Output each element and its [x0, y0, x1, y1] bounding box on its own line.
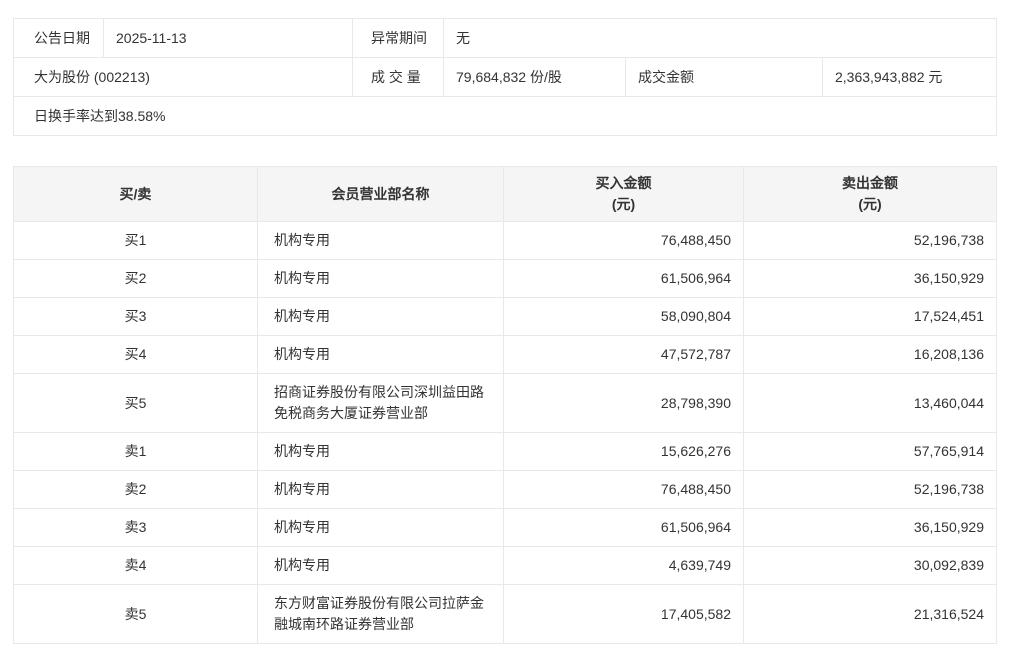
col-header-side-label: 买/卖: [119, 185, 152, 202]
side-cell: 卖2: [13, 470, 258, 509]
volume-label: 成 交 量: [352, 57, 444, 97]
announce-date-label: 公告日期: [13, 18, 104, 58]
side-cell: 买1: [13, 221, 258, 260]
side-cell: 卖4: [13, 546, 258, 585]
info-row-date: 公告日期 2025-11-13 异常期间 无: [13, 18, 997, 58]
buy-amount-cell: 61,506,964: [503, 508, 744, 547]
abnormal-period-label: 异常期间: [352, 18, 444, 58]
buy-amount-cell: 61,506,964: [503, 259, 744, 298]
announce-date-value: 2025-11-13: [103, 18, 353, 58]
table-row: 买4 机构专用 47,572,787 16,208,136: [13, 335, 997, 374]
buy-amount-cell: 76,488,450: [503, 221, 744, 260]
table-row: 卖4 机构专用 4,639,749 30,092,839: [13, 546, 997, 585]
col-header-sell-unit: (元): [858, 196, 882, 212]
sell-amount-cell: 21,316,524: [743, 584, 997, 644]
buy-amount-cell: 47,572,787: [503, 335, 744, 374]
stock-info-table: 公告日期 2025-11-13 异常期间 无 大为股份 (002213) 成 交…: [13, 18, 997, 136]
branch-cell: 招商证券股份有限公司深圳益田路免税商务大厦证券营业部: [257, 373, 504, 433]
turnover-value: 2,363,943,882 元: [822, 57, 997, 97]
stock-name: 大为股份 (002213): [13, 57, 353, 97]
branch-cell: 机构专用: [257, 470, 504, 509]
sell-amount-cell: 16,208,136: [743, 335, 997, 374]
sell-amount-cell: 30,092,839: [743, 546, 997, 585]
branch-cell: 机构专用: [257, 335, 504, 374]
branch-cell: 机构专用: [257, 508, 504, 547]
trading-seats-table: 买/卖 会员营业部名称 买入金额 (元) 卖出金额 (元) 买1 机构专用 76…: [13, 166, 997, 644]
turnover-rate-note: 日换手率达到38.58%: [13, 96, 997, 136]
col-header-buy-label: 买入金额: [595, 175, 652, 191]
col-header-sell-amount: 卖出金额 (元): [743, 166, 997, 222]
abnormal-period-value: 无: [443, 18, 997, 58]
col-header-branch: 会员营业部名称: [257, 166, 504, 222]
buy-amount-cell: 58,090,804: [503, 297, 744, 336]
table-row: 卖2 机构专用 76,488,450 52,196,738: [13, 470, 997, 509]
branch-cell: 机构专用: [257, 259, 504, 298]
section-gap: [13, 136, 996, 166]
info-row-note: 日换手率达到38.58%: [13, 96, 997, 136]
side-cell: 卖3: [13, 508, 258, 547]
sell-amount-cell: 13,460,044: [743, 373, 997, 433]
info-row-volume: 大为股份 (002213) 成 交 量 79,684,832 份/股 成交金额 …: [13, 57, 997, 97]
branch-cell: 机构专用: [257, 221, 504, 260]
table-row: 买2 机构专用 61,506,964 36,150,929: [13, 259, 997, 298]
table-row: 买3 机构专用 58,090,804 17,524,451: [13, 297, 997, 336]
branch-cell: 东方财富证券股份有限公司拉萨金融城南环路证券营业部: [257, 584, 504, 644]
side-cell: 卖1: [13, 432, 258, 471]
table-row: 买5 招商证券股份有限公司深圳益田路免税商务大厦证券营业部 28,798,390…: [13, 373, 997, 433]
page: 公告日期 2025-11-13 异常期间 无 大为股份 (002213) 成 交…: [13, 18, 997, 644]
side-cell: 买3: [13, 297, 258, 336]
volume-value: 79,684,832 份/股: [443, 57, 626, 97]
col-header-sell-label: 卖出金额: [842, 175, 898, 191]
sell-amount-cell: 17,524,451: [743, 297, 997, 336]
table-row: 卖3 机构专用 61,506,964 36,150,929: [13, 508, 997, 547]
sell-amount-cell: 57,765,914: [743, 432, 997, 471]
buy-amount-cell: 17,405,582: [503, 584, 744, 644]
buy-amount-cell: 4,639,749: [503, 546, 744, 585]
turnover-label: 成交金额: [625, 57, 823, 97]
branch-cell: 机构专用: [257, 546, 504, 585]
buy-amount-cell: 28,798,390: [503, 373, 744, 433]
seats-header-row: 买/卖 会员营业部名称 买入金额 (元) 卖出金额 (元): [13, 166, 997, 222]
side-cell: 买4: [13, 335, 258, 374]
table-row: 买1 机构专用 76,488,450 52,196,738: [13, 221, 997, 260]
branch-cell: 机构专用: [257, 297, 504, 336]
side-cell: 卖5: [13, 584, 258, 644]
sell-amount-cell: 52,196,738: [743, 221, 997, 260]
col-header-branch-label: 会员营业部名称: [331, 185, 430, 202]
side-cell: 买5: [13, 373, 258, 433]
table-body: 买1 机构专用 76,488,450 52,196,738 买2 机构专用 61…: [13, 221, 997, 644]
side-cell: 买2: [13, 259, 258, 298]
sell-amount-cell: 36,150,929: [743, 259, 997, 298]
branch-cell: 机构专用: [257, 432, 504, 471]
table-row: 卖1 机构专用 15,626,276 57,765,914: [13, 432, 997, 471]
col-header-buy-amount: 买入金额 (元): [503, 166, 744, 222]
sell-amount-cell: 52,196,738: [743, 470, 997, 509]
col-header-buy-unit: (元): [611, 196, 636, 212]
sell-amount-cell: 36,150,929: [743, 508, 997, 547]
col-header-side: 买/卖: [13, 166, 258, 222]
table-row: 卖5 东方财富证券股份有限公司拉萨金融城南环路证券营业部 17,405,582 …: [13, 584, 997, 644]
buy-amount-cell: 76,488,450: [503, 470, 744, 509]
buy-amount-cell: 15,626,276: [503, 432, 744, 471]
